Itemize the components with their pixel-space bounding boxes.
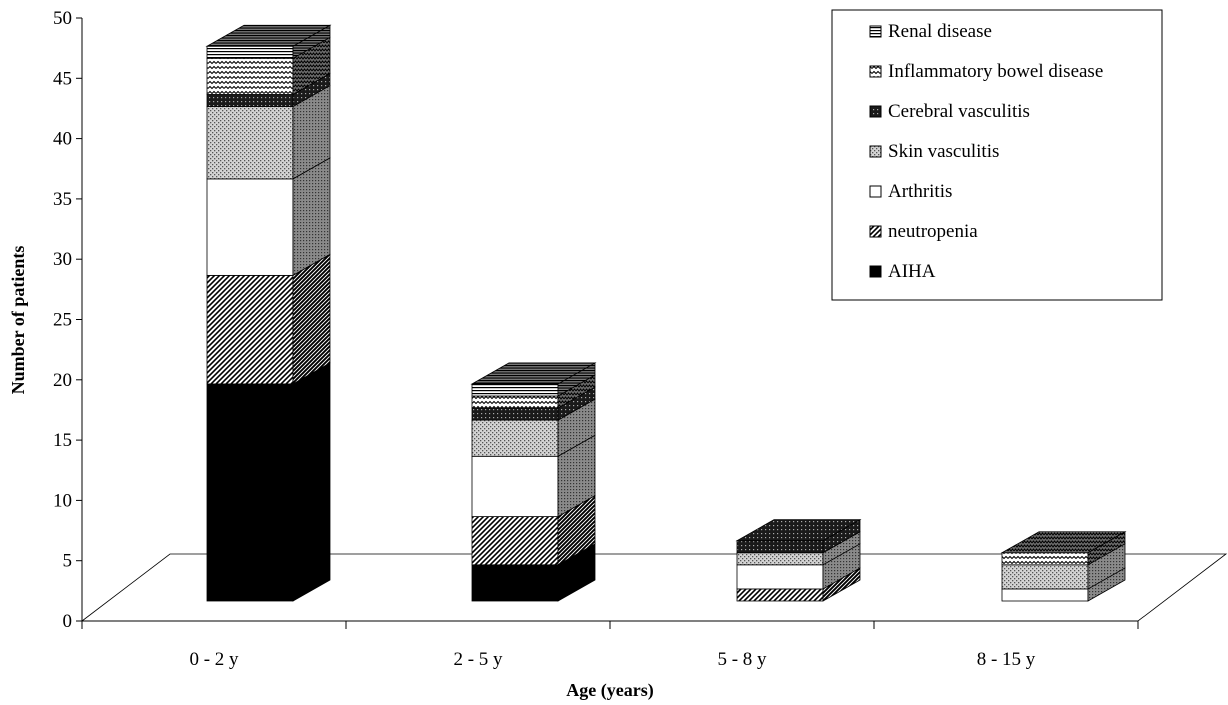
legend-label-arthritis: Arthritis <box>888 181 952 202</box>
x-tick-label: 8 - 15 y <box>977 649 1036 670</box>
bar-stack-8-15-y <box>1000 531 1127 602</box>
bar-top-0-2-y <box>205 24 332 47</box>
legend-label-inflammatory-bowel-disease: Inflammatory bowel disease <box>888 61 1103 82</box>
bar-stack-5-8-y <box>735 519 862 602</box>
bar-segment-aiha-0-2-y-side <box>292 362 331 602</box>
bar-top-8-15-y <box>1000 531 1127 554</box>
y-tick-label: 0 <box>63 611 73 632</box>
y-tick-label: 15 <box>53 430 72 451</box>
bar-segment-neutropenia-2-5-y <box>471 516 559 566</box>
bar-stack-2-5-y <box>470 362 597 602</box>
legend-swatch-aiha <box>869 265 882 278</box>
y-tick-label: 10 <box>53 490 72 511</box>
legend-box <box>831 9 1163 301</box>
y-tick-label: 35 <box>53 189 72 210</box>
bar-segment-neutropenia-0-2-y-side <box>292 253 331 385</box>
bar-segment-aiha-0-2-y <box>206 383 294 602</box>
bar-stack-0-2-y <box>205 24 332 602</box>
bar-segment-skin-vasculitis-0-2-y <box>206 106 294 180</box>
legend-swatch-arthritis <box>869 185 882 198</box>
bar-segment-aiha-2-5-y <box>471 564 559 602</box>
bar-segment-renal-disease-2-5-y <box>471 383 559 397</box>
bar-segment-skin-vasculitis-5-8-y <box>736 552 824 566</box>
legend-swatch-skin-vasculitis <box>869 145 882 158</box>
y-tick-label: 45 <box>53 68 72 89</box>
legend-swatch-neutropenia <box>869 225 882 238</box>
y-axis-title: Number of patients <box>8 246 28 395</box>
legend-swatch-cerebral-vasculitis <box>869 105 882 118</box>
bar-segment-cerebral-vasculitis-5-8-y <box>736 540 824 554</box>
bar-segment-inflammatory-bowel-disease-8-15-y <box>1001 552 1089 566</box>
bar-segment-arthritis-8-15-y <box>1001 588 1089 602</box>
legend-label-renal-disease: Renal disease <box>888 21 992 42</box>
bar-segment-arthritis-2-5-y <box>471 455 559 517</box>
y-tick-label: 25 <box>53 310 72 331</box>
bar-segment-cerebral-vasculitis-2-5-y <box>471 407 559 421</box>
x-tick-label: 5 - 8 y <box>717 649 767 670</box>
bar-segment-neutropenia-5-8-y <box>736 588 824 602</box>
bar-top-2-5-y <box>470 362 597 385</box>
bar-segment-renal-disease-0-2-y <box>206 45 294 59</box>
bar-segment-cerebral-vasculitis-0-2-y <box>206 94 294 107</box>
bar-segment-neutropenia-0-2-y <box>206 274 294 385</box>
bar-top-5-8-y <box>735 519 862 542</box>
bar-segment-arthritis-5-8-y <box>736 564 824 590</box>
legend-label-aiha: AIHA <box>888 261 936 282</box>
y-tick-label: 50 <box>53 8 72 29</box>
bar-segment-inflammatory-bowel-disease-0-2-y <box>206 57 294 95</box>
legend-swatch-inflammatory-bowel-disease <box>869 65 882 78</box>
legend-label-cerebral-vasculitis: Cerebral vasculitis <box>888 101 1030 122</box>
bar-segment-skin-vasculitis-2-5-y <box>471 419 559 457</box>
x-tick-label: 0 - 2 y <box>189 649 239 670</box>
y-tick-label: 20 <box>53 370 72 391</box>
y-tick-label: 5 <box>63 551 73 572</box>
legend-label-neutropenia: neutropenia <box>888 221 978 242</box>
x-axis-title: Age (years) <box>566 680 653 701</box>
legend-label-skin-vasculitis: Skin vasculitis <box>888 141 999 162</box>
legend-swatch-renal-disease <box>869 25 882 38</box>
y-tick-label: 40 <box>53 129 72 150</box>
bar-segment-inflammatory-bowel-disease-2-5-y <box>471 395 559 409</box>
x-tick-label: 2 - 5 y <box>453 649 503 670</box>
y-tick-label: 30 <box>53 249 72 270</box>
bar-segment-skin-vasculitis-8-15-y <box>1001 564 1089 590</box>
bar-segment-arthritis-0-2-y <box>206 178 294 276</box>
